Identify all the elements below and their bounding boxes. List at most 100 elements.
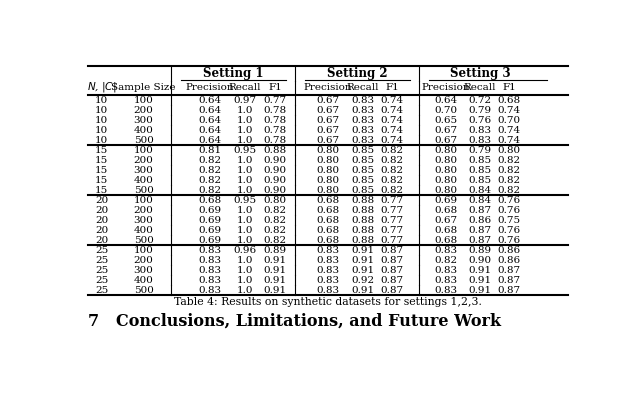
Text: 0.85: 0.85: [351, 176, 374, 185]
Text: 1.0: 1.0: [237, 136, 253, 144]
Text: 0.82: 0.82: [381, 165, 404, 175]
Text: 0.82: 0.82: [264, 206, 287, 215]
Text: 1.0: 1.0: [237, 105, 253, 115]
Text: 0.67: 0.67: [316, 136, 340, 144]
Text: 0.92: 0.92: [351, 276, 374, 285]
Text: 0.67: 0.67: [316, 116, 340, 125]
Text: 0.68: 0.68: [316, 206, 340, 215]
Text: 0.78: 0.78: [264, 136, 287, 144]
Text: 0.82: 0.82: [381, 156, 404, 165]
Text: 0.87: 0.87: [468, 236, 492, 245]
Text: 0.91: 0.91: [264, 286, 287, 295]
Text: 0.80: 0.80: [434, 146, 458, 155]
Text: Setting 2: Setting 2: [327, 67, 388, 80]
Text: 300: 300: [134, 216, 154, 225]
Text: 300: 300: [134, 165, 154, 175]
Text: 0.87: 0.87: [468, 226, 492, 235]
Text: 0.77: 0.77: [381, 196, 404, 205]
Text: 0.85: 0.85: [468, 176, 492, 185]
Text: 0.88: 0.88: [351, 206, 374, 215]
Text: $N$, $|C|$: $N$, $|C|$: [87, 80, 116, 94]
Text: 0.85: 0.85: [351, 186, 374, 194]
Text: 0.64: 0.64: [198, 116, 222, 125]
Text: Table 4: Results on synthetic datasets for settings 1,2,3.: Table 4: Results on synthetic datasets f…: [174, 297, 482, 307]
Text: 0.74: 0.74: [498, 126, 521, 134]
Text: 0.83: 0.83: [351, 126, 374, 134]
Text: 0.84: 0.84: [468, 196, 492, 205]
Text: 0.69: 0.69: [198, 216, 222, 225]
Text: 0.83: 0.83: [198, 246, 222, 255]
Text: 0.70: 0.70: [498, 116, 521, 125]
Text: 100: 100: [134, 96, 154, 105]
Text: 0.91: 0.91: [264, 276, 287, 285]
Text: 20: 20: [95, 206, 108, 215]
Text: 0.82: 0.82: [198, 156, 222, 165]
Text: 0.67: 0.67: [316, 126, 340, 134]
Text: 25: 25: [95, 286, 108, 295]
Text: 0.65: 0.65: [434, 116, 458, 125]
Text: 0.82: 0.82: [198, 186, 222, 194]
Text: 0.82: 0.82: [198, 176, 222, 185]
Text: 0.85: 0.85: [468, 165, 492, 175]
Text: 0.64: 0.64: [198, 96, 222, 105]
Text: 0.64: 0.64: [198, 136, 222, 144]
Text: Sample Size: Sample Size: [111, 83, 176, 92]
Text: 0.80: 0.80: [434, 165, 458, 175]
Text: 0.78: 0.78: [264, 116, 287, 125]
Text: 1.0: 1.0: [237, 156, 253, 165]
Text: 500: 500: [134, 186, 154, 194]
Text: 0.67: 0.67: [434, 126, 458, 134]
Text: 7   Conclusions, Limitations, and Future Work: 7 Conclusions, Limitations, and Future W…: [88, 312, 500, 329]
Text: 0.86: 0.86: [468, 216, 492, 225]
Text: 200: 200: [134, 156, 154, 165]
Text: 300: 300: [134, 116, 154, 125]
Text: 15: 15: [95, 176, 108, 185]
Text: 0.82: 0.82: [198, 165, 222, 175]
Text: 0.68: 0.68: [198, 196, 222, 205]
Text: 15: 15: [95, 156, 108, 165]
Text: 0.76: 0.76: [498, 226, 521, 235]
Text: 1.0: 1.0: [237, 176, 253, 185]
Text: 400: 400: [134, 126, 154, 134]
Text: 1.0: 1.0: [237, 266, 253, 275]
Text: 0.83: 0.83: [316, 266, 340, 275]
Text: 0.85: 0.85: [351, 146, 374, 155]
Text: 0.83: 0.83: [468, 136, 492, 144]
Text: 0.68: 0.68: [316, 196, 340, 205]
Text: 100: 100: [134, 246, 154, 255]
Text: 0.68: 0.68: [316, 226, 340, 235]
Text: 25: 25: [95, 256, 108, 265]
Text: 0.90: 0.90: [264, 186, 287, 194]
Text: 0.82: 0.82: [381, 146, 404, 155]
Text: 100: 100: [134, 196, 154, 205]
Text: 0.82: 0.82: [498, 186, 521, 194]
Text: 0.83: 0.83: [198, 256, 222, 265]
Text: 0.91: 0.91: [264, 266, 287, 275]
Text: 0.80: 0.80: [316, 165, 340, 175]
Text: 0.82: 0.82: [381, 186, 404, 194]
Text: 0.90: 0.90: [264, 156, 287, 165]
Text: 500: 500: [134, 136, 154, 144]
Text: 0.76: 0.76: [498, 236, 521, 245]
Text: 0.80: 0.80: [316, 186, 340, 194]
Text: 0.64: 0.64: [198, 105, 222, 115]
Text: 15: 15: [95, 146, 108, 155]
Text: 0.95: 0.95: [234, 146, 257, 155]
Text: 0.82: 0.82: [498, 156, 521, 165]
Text: 400: 400: [134, 176, 154, 185]
Text: 0.91: 0.91: [468, 266, 492, 275]
Text: 0.85: 0.85: [351, 165, 374, 175]
Text: 0.82: 0.82: [381, 176, 404, 185]
Text: 0.80: 0.80: [316, 146, 340, 155]
Text: 0.76: 0.76: [468, 116, 492, 125]
Text: 1.0: 1.0: [237, 186, 253, 194]
Text: 25: 25: [95, 276, 108, 285]
Text: 0.80: 0.80: [498, 146, 521, 155]
Text: 0.77: 0.77: [381, 236, 404, 245]
Text: 0.83: 0.83: [468, 126, 492, 134]
Text: 0.85: 0.85: [351, 156, 374, 165]
Text: 10: 10: [95, 116, 108, 125]
Text: 1.0: 1.0: [237, 206, 253, 215]
Text: 10: 10: [95, 105, 108, 115]
Text: 0.74: 0.74: [381, 105, 404, 115]
